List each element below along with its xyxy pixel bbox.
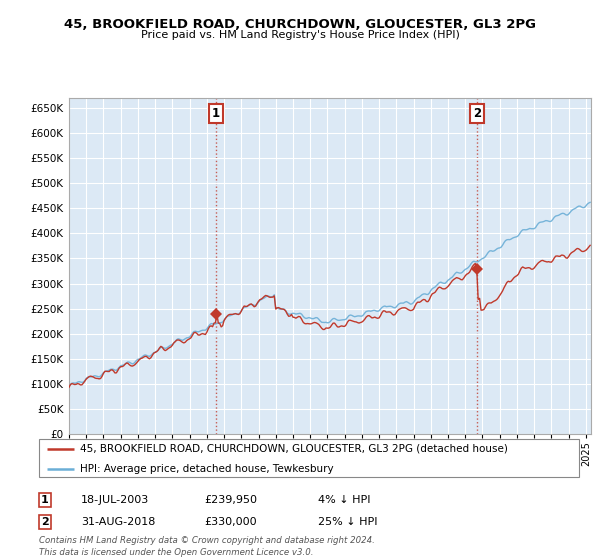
Text: 18-JUL-2003: 18-JUL-2003	[81, 494, 149, 505]
Text: 45, BROOKFIELD ROAD, CHURCHDOWN, GLOUCESTER, GL3 2PG (detached house): 45, BROOKFIELD ROAD, CHURCHDOWN, GLOUCES…	[79, 444, 508, 454]
Text: Contains HM Land Registry data © Crown copyright and database right 2024.
This d: Contains HM Land Registry data © Crown c…	[39, 536, 375, 557]
Text: £239,950: £239,950	[204, 494, 257, 505]
Text: 2: 2	[473, 106, 481, 120]
Text: Price paid vs. HM Land Registry's House Price Index (HPI): Price paid vs. HM Land Registry's House …	[140, 30, 460, 40]
Text: 1: 1	[212, 106, 220, 120]
FancyBboxPatch shape	[39, 439, 579, 477]
Text: 45, BROOKFIELD ROAD, CHURCHDOWN, GLOUCESTER, GL3 2PG: 45, BROOKFIELD ROAD, CHURCHDOWN, GLOUCES…	[64, 18, 536, 31]
Text: 31-AUG-2018: 31-AUG-2018	[81, 517, 155, 527]
Text: HPI: Average price, detached house, Tewkesbury: HPI: Average price, detached house, Tewk…	[79, 464, 333, 474]
Text: 4% ↓ HPI: 4% ↓ HPI	[318, 494, 371, 505]
Text: 2: 2	[41, 517, 49, 527]
Text: £330,000: £330,000	[204, 517, 257, 527]
Text: 25% ↓ HPI: 25% ↓ HPI	[318, 517, 377, 527]
Text: 1: 1	[41, 494, 49, 505]
